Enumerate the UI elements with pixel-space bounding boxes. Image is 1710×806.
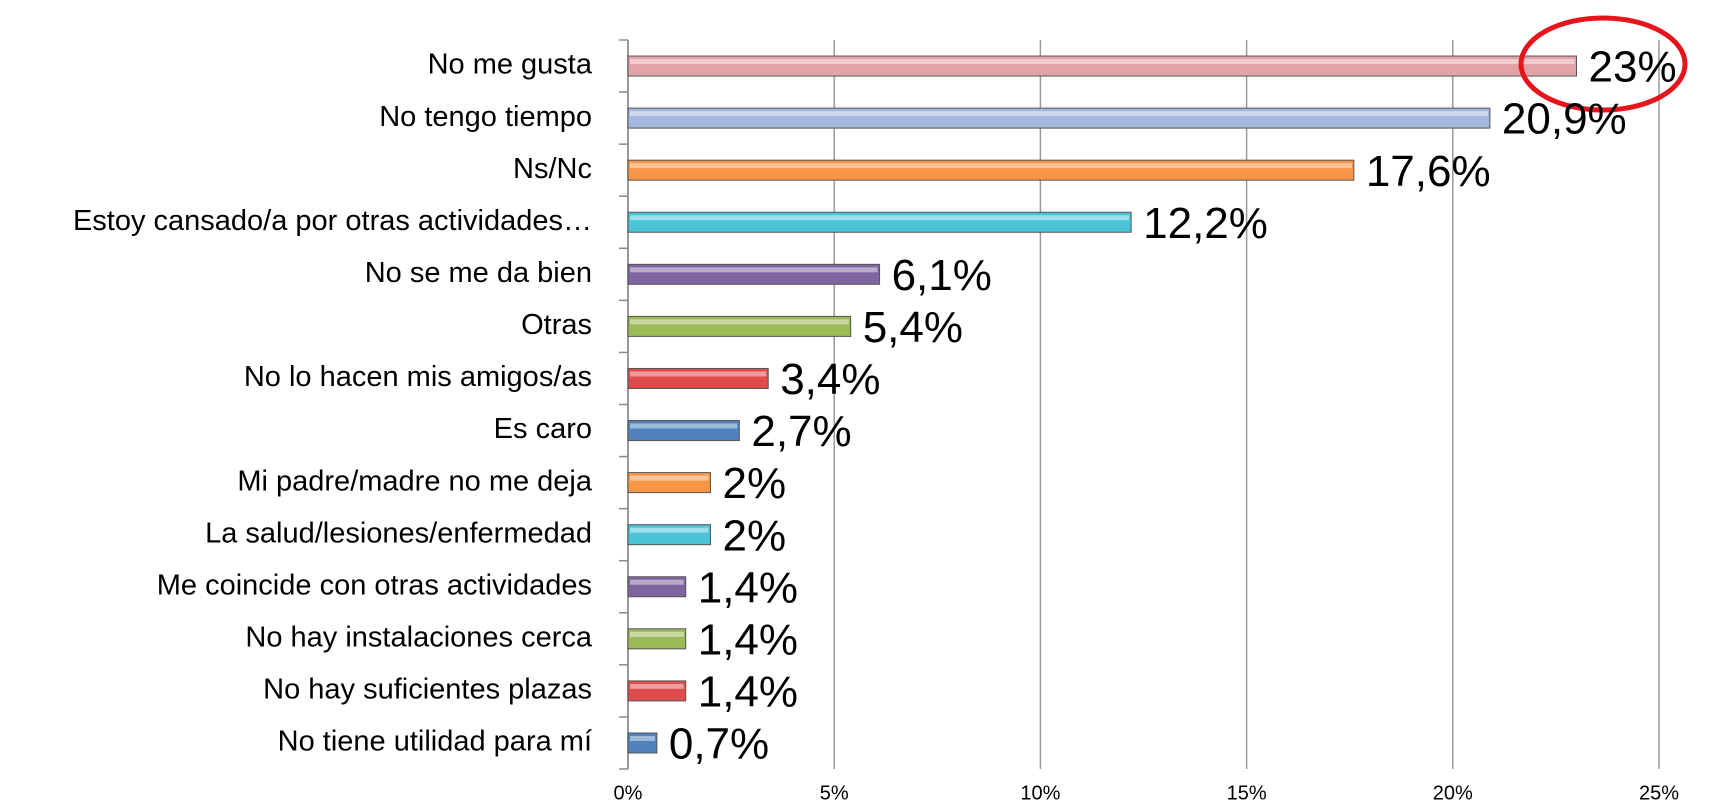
y-tick-label: Ns/Nc <box>513 153 592 185</box>
bar <box>627 576 687 598</box>
bar <box>627 315 852 337</box>
value-label: 2% <box>722 511 786 560</box>
bar-highlight <box>630 423 738 429</box>
y-tick-label: Es caro <box>494 413 592 445</box>
y-tick-label: No tiene utilidad para mí <box>278 726 592 758</box>
value-label: 20,9% <box>1502 95 1627 144</box>
bar-highlight <box>630 527 709 533</box>
bar <box>627 55 1578 77</box>
bar-highlight <box>630 371 767 377</box>
value-label: 2% <box>722 459 786 508</box>
bar-highlight <box>630 631 684 637</box>
y-tick-label: No me gusta <box>428 49 593 81</box>
value-label: 3,4% <box>780 355 880 404</box>
bar <box>627 472 711 494</box>
bar <box>627 420 740 442</box>
bar <box>627 680 687 702</box>
y-tick-label: Otras <box>521 309 592 341</box>
bar <box>627 732 658 754</box>
value-label: 1,4% <box>698 668 798 717</box>
bar <box>627 524 711 546</box>
bar-highlight <box>630 59 1575 65</box>
bar-highlight <box>630 163 1352 169</box>
value-label: 6,1% <box>892 251 992 300</box>
bar-highlight <box>630 215 1130 221</box>
value-label: 1,4% <box>698 563 798 612</box>
value-label: 2,7% <box>751 407 851 456</box>
y-tick-label: No lo hacen mis amigos/as <box>244 361 592 393</box>
bar-highlight <box>630 111 1488 117</box>
x-tick-label: 0% <box>614 782 643 804</box>
y-tick-label: No se me da bien <box>365 257 592 289</box>
x-tick-label: 25% <box>1639 782 1679 804</box>
y-tick-label: No hay suficientes plazas <box>263 674 592 706</box>
bar <box>627 107 1491 129</box>
bar-highlight <box>630 579 684 585</box>
bar <box>627 628 687 650</box>
y-tick-label: La salud/lesiones/enfermedad <box>205 517 592 549</box>
bar-highlight <box>630 683 684 689</box>
value-label: 23% <box>1589 43 1677 92</box>
y-tick-label: No hay instalaciones cerca <box>245 621 592 653</box>
y-tick-label: No tengo tiempo <box>379 101 592 133</box>
x-tick-label: 15% <box>1227 782 1267 804</box>
bar-highlight <box>630 475 709 481</box>
value-label: 12,2% <box>1143 199 1268 248</box>
x-tick-label: 10% <box>1020 782 1060 804</box>
bar <box>627 263 881 285</box>
x-tick-label: 20% <box>1433 782 1473 804</box>
bar <box>627 159 1355 181</box>
value-label: 1,4% <box>698 615 798 664</box>
bar-highlight <box>630 267 878 273</box>
bar-highlight <box>630 735 655 741</box>
value-label: 5,4% <box>863 303 963 352</box>
y-tick-label: Mi padre/madre no me deja <box>237 465 592 497</box>
value-label: 0,7% <box>669 720 769 769</box>
y-tick-label: Estoy cansado/a por otras actividades… <box>73 205 592 237</box>
y-tick-label: Me coincide con otras actividades <box>157 569 592 601</box>
bar <box>627 211 1132 233</box>
highlight-circle <box>1518 15 1688 113</box>
bar <box>627 367 769 389</box>
x-tick-label: 5% <box>820 782 849 804</box>
value-label: 17,6% <box>1366 147 1491 196</box>
bar-highlight <box>630 319 849 325</box>
